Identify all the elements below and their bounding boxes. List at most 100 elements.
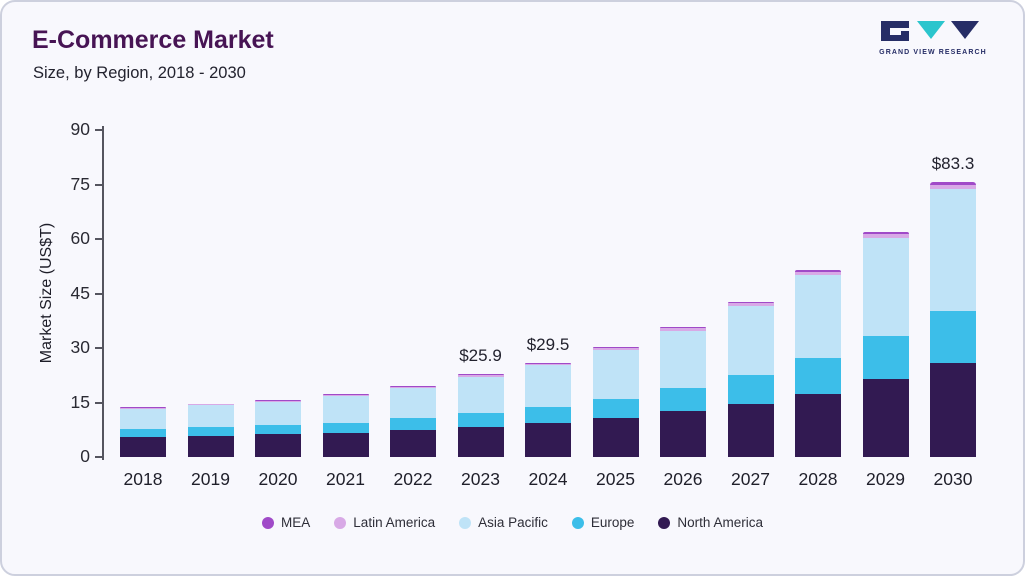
legend-dot (334, 516, 347, 529)
bar-segment-north-america (120, 437, 166, 457)
bar-segment-mea (592, 346, 639, 348)
legend-label: North America (677, 515, 763, 530)
bar-segment-latin-america (457, 375, 504, 378)
x-axis-label: 2018 (123, 469, 163, 489)
bar-segment-north-america (322, 433, 369, 457)
bar-segment-latin-america (525, 363, 571, 366)
y-axis-tick-mark (95, 183, 102, 186)
bar-segment-mea (660, 326, 706, 329)
value-annotation: $25.9 (459, 346, 502, 366)
logo-text: GRAND VIEW RESEARCH (879, 49, 987, 56)
x-axis-label: 2020 (258, 469, 298, 489)
bar-segment-asia-pacific (457, 377, 504, 413)
y-axis-tick-marks (95, 129, 102, 458)
bar-chart-plot-area: 2018 2019 2020 2021 2022 2023 $25.9 2024 $29.5 20… (104, 130, 992, 489)
y-axis-tick-mark (95, 129, 102, 131)
bar-segment-asia-pacific (930, 188, 976, 311)
x-axis-label: 2024 (528, 469, 568, 489)
bar-2018: 2018 (120, 130, 166, 489)
bar-segment-asia-pacific (862, 237, 909, 337)
bar-segment-north-america (525, 422, 571, 457)
legend-label: Europe (590, 515, 635, 530)
x-axis-label: 2022 (393, 469, 433, 489)
bar-2026: 2026 (660, 130, 706, 489)
bar-segment-latin-america (592, 347, 639, 350)
logo-mark-icon (881, 21, 979, 41)
legend-item-north-america: North America (658, 515, 763, 530)
bar-segment-latin-america (322, 394, 369, 397)
y-axis-tick-mark (95, 292, 102, 295)
bar-2028: 2028 (795, 130, 841, 489)
y-axis-tick-label: 60 (70, 228, 90, 248)
y-axis-tick-label: 75 (70, 173, 90, 194)
bar-segment-north-america (390, 430, 436, 457)
bar-2029: 2029 (862, 130, 909, 489)
x-axis-label: 2026 (663, 469, 703, 489)
bar-segment-mea (322, 394, 369, 395)
x-axis-label: 2030 (933, 469, 973, 489)
bar-segment-europe (322, 422, 369, 434)
bar-segment-latin-america (390, 386, 436, 388)
bar-segment-europe (795, 358, 841, 394)
bar-segment-europe (457, 412, 504, 428)
bar-segment-europe (592, 398, 639, 418)
bar-2021: 2021 (322, 130, 369, 489)
bar-segment-mea (390, 385, 436, 387)
bar-segment-asia-pacific (727, 306, 774, 376)
bar-segment-north-america (660, 411, 706, 457)
legend-label: Asia Pacific (478, 515, 548, 530)
bar-segment-europe (390, 418, 436, 431)
bar-segment-europe (930, 310, 976, 364)
bar-segment-latin-america (795, 272, 841, 276)
bar-segment-asia-pacific (187, 405, 234, 428)
chart-legend: MEA Latin America Asia Pacific Europe North … (2, 515, 1023, 530)
value-annotation: $83.3 (931, 153, 975, 173)
bar-segment-latin-america (187, 404, 234, 406)
y-axis-tick-mark (95, 401, 102, 404)
bar-segment-mea (120, 406, 166, 408)
y-axis-tick-label: 90 (70, 119, 90, 139)
legend-label: MEA (281, 515, 311, 530)
y-axis-tick-mark (95, 456, 102, 458)
legend-item-asia-pacific: Asia Pacific (459, 515, 548, 530)
bar-segment-north-america (187, 435, 234, 457)
bar-2025: 2025 (592, 130, 639, 489)
y-axis-tick-label: 45 (70, 282, 90, 303)
bar-2024: 2024 $29.5 (525, 130, 571, 489)
x-axis-label: 2027 (731, 469, 770, 489)
page-title: E-Commerce Market (32, 26, 274, 54)
y-axis-tick-label: 0 (80, 446, 90, 466)
bar-segment-europe (862, 336, 909, 380)
y-axis-tick-label: 15 (70, 391, 90, 412)
y-axis-tick-mark (95, 238, 102, 240)
y-axis-tick-label: 30 (70, 337, 90, 357)
bar-2022: 2022 (390, 130, 436, 489)
legend-label: Latin America (353, 515, 436, 530)
bar-segment-latin-america (120, 407, 166, 409)
legend-item-mea: MEA (262, 515, 310, 530)
y-axis-tick-labels: 0 15 30 45 60 75 90 (30, 119, 90, 466)
bar-segment-north-america (862, 379, 909, 457)
x-axis-label: 2029 (866, 469, 905, 489)
bar-segment-mea (187, 403, 234, 405)
bar-segment-asia-pacific (525, 365, 571, 407)
bar-segment-latin-america (727, 303, 774, 307)
legend-dot (571, 516, 584, 529)
bar-2027: 2027 (727, 130, 774, 489)
bar-segment-mea (930, 182, 976, 185)
legend-item-europe: Europe (571, 515, 635, 530)
bar-2023: 2023 $25.9 (457, 130, 504, 489)
bar-segment-asia-pacific (390, 387, 436, 419)
value-annotation: $29.5 (526, 334, 570, 354)
x-axis-label: 2023 (461, 469, 500, 489)
bar-segment-europe (525, 406, 571, 423)
grand-view-research-logo: GRAND VIEW RESEARCH (879, 20, 987, 56)
x-axis-label: 2025 (596, 469, 635, 489)
bar-segment-europe (660, 388, 706, 412)
x-axis-label: 2021 (326, 469, 365, 489)
bar-segment-mea (727, 301, 774, 304)
bar-segment-latin-america (862, 233, 909, 238)
x-axis-label: 2028 (798, 469, 838, 489)
legend-dot (658, 516, 671, 529)
bar-2019: 2019 (187, 130, 234, 489)
